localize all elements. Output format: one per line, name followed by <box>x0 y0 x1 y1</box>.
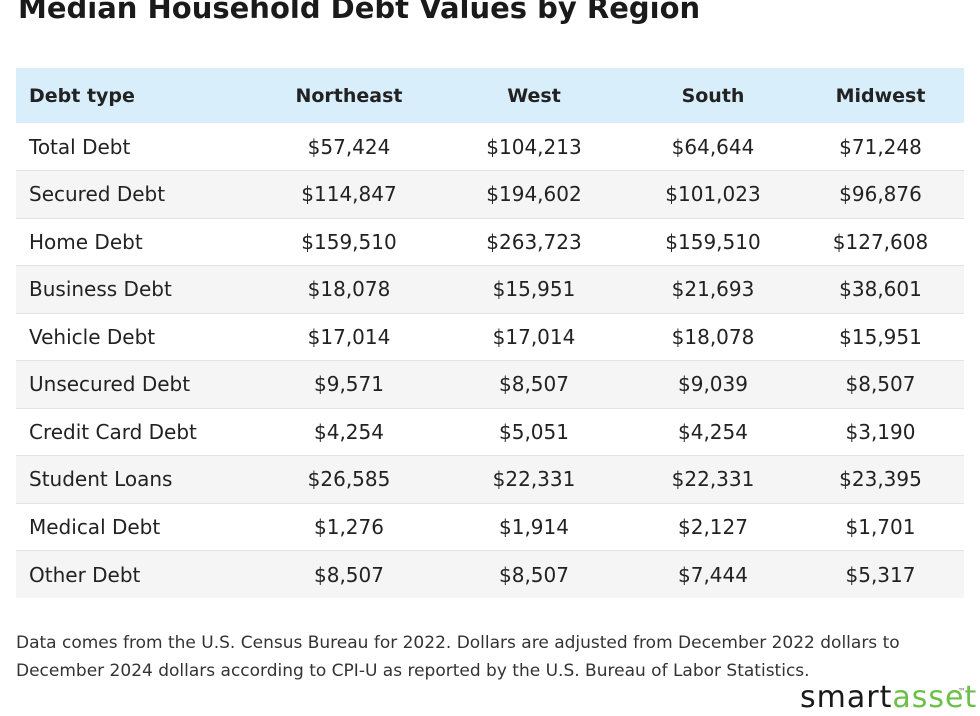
debt-type-label: Secured Debt <box>29 182 166 207</box>
value-cell-midwest: $23,395 <box>839 467 922 492</box>
table-row: Medical Debt $1,276 $1,914 $2,127 $1,701 <box>16 503 964 551</box>
value-cell-south: $18,078 <box>671 324 755 349</box>
value-cell-west: $194,602 <box>486 182 582 207</box>
table-row: Total Debt $57,424 $104,213 $64,644 $71,248 <box>16 123 964 171</box>
value-cell-midwest: $8,507 <box>845 372 916 397</box>
value-cell-south: $159,510 <box>665 229 761 254</box>
table-row: Credit Card Debt $4,254 $5,051 $4,254 $3,190 <box>16 408 964 456</box>
value-cell-northeast: $114,847 <box>301 182 397 207</box>
debt-type-label: Business Debt <box>29 277 172 302</box>
debt-type-label: Student Loans <box>29 467 173 492</box>
value-cell-west: $17,014 <box>492 324 576 349</box>
value-cell-midwest: $38,601 <box>839 277 922 302</box>
value-cell-south: $101,023 <box>665 182 761 207</box>
table-row: Unsecured Debt $9,571 $8,507 $9,039 $8,507 <box>16 360 964 408</box>
value-cell-midwest: $127,608 <box>832 229 929 254</box>
value-cell-northeast: $26,585 <box>307 467 391 492</box>
value-cell-west: $263,723 <box>486 229 582 254</box>
trademark-symbol: ™ <box>958 687 966 696</box>
value-cell-northeast: $8,507 <box>314 562 384 587</box>
debt-type-label: Unsecured Debt <box>29 372 191 397</box>
value-cell-west: $1,914 <box>499 514 569 539</box>
value-cell-northeast: $1,276 <box>314 514 384 539</box>
table-row: Secured Debt $114,847 $194,602 $101,023 $96,… <box>16 170 964 218</box>
value-cell-northeast: $4,254 <box>314 419 384 444</box>
value-cell-south: $22,331 <box>671 467 755 492</box>
column-header-west: West <box>507 84 561 107</box>
debt-type-label: Home Debt <box>29 229 143 254</box>
debt-type-label: Total Debt <box>29 134 131 159</box>
table-row: Other Debt $8,507 $8,507 $7,444 $5,317 <box>16 550 964 598</box>
brand-logo-part-smart: smart <box>800 680 893 715</box>
value-cell-midwest: $1,701 <box>845 514 916 539</box>
value-cell-south: $2,127 <box>678 514 748 539</box>
value-cell-northeast: $18,078 <box>307 277 391 302</box>
table-body: Total Debt $57,424 $104,213 $64,644 $71,248 S… <box>16 123 964 598</box>
value-cell-west: $8,507 <box>499 562 569 587</box>
table-row: Vehicle Debt $17,014 $17,014 $18,078 $15,951 <box>16 313 964 361</box>
page-title: Median Household Debt Values by Region <box>18 0 701 25</box>
value-cell-northeast: $9,571 <box>314 372 384 397</box>
debt-type-label: Vehicle Debt <box>29 324 156 349</box>
footnote: Data comes from the U.S. Census Bureau f… <box>16 633 900 681</box>
debt-table: Debt type Northeast West South Midwest Total… <box>16 68 964 598</box>
debt-type-label: Other Debt <box>29 562 141 587</box>
brand-logo: smartasset <box>800 680 977 716</box>
debt-type-label: Medical Debt <box>29 514 161 539</box>
debt-type-label: Credit Card Debt <box>29 419 197 444</box>
value-cell-midwest: $3,190 <box>845 419 916 444</box>
table-row: Home Debt $159,510 $263,723 $159,510 $127,60… <box>16 218 964 266</box>
value-cell-northeast: $17,014 <box>307 324 391 349</box>
value-cell-midwest: $5,317 <box>845 562 916 587</box>
table-row: Business Debt $18,078 $15,951 $21,693 $38,60… <box>16 265 964 313</box>
value-cell-northeast: $57,424 <box>307 134 391 159</box>
value-cell-midwest: $15,951 <box>839 324 922 349</box>
value-cell-west: $22,331 <box>492 467 576 492</box>
table-row: Student Loans $26,585 $22,331 $22,331 $23,39… <box>16 455 964 503</box>
value-cell-west: $104,213 <box>486 134 582 159</box>
value-cell-west: $15,951 <box>492 277 576 302</box>
value-cell-midwest: $96,876 <box>839 182 922 207</box>
column-header-south: South <box>681 84 745 107</box>
value-cell-south: $9,039 <box>678 372 748 397</box>
brand-logo-part-asset: asset <box>892 680 978 715</box>
value-cell-south: $64,644 <box>671 134 755 159</box>
column-header-midwest: Midwest <box>835 84 926 107</box>
value-cell-west: $8,507 <box>499 372 569 397</box>
value-cell-northeast: $159,510 <box>301 229 397 254</box>
table-header-row: Debt type Northeast West South Midwest <box>16 68 964 123</box>
column-header-debt-type: Debt type <box>29 84 135 107</box>
column-header-northeast: Northeast <box>295 84 403 107</box>
value-cell-south: $21,693 <box>671 277 755 302</box>
value-cell-south: $7,444 <box>678 562 748 587</box>
value-cell-west: $5,051 <box>499 419 569 444</box>
value-cell-midwest: $71,248 <box>839 134 922 159</box>
value-cell-south: $4,254 <box>678 419 748 444</box>
